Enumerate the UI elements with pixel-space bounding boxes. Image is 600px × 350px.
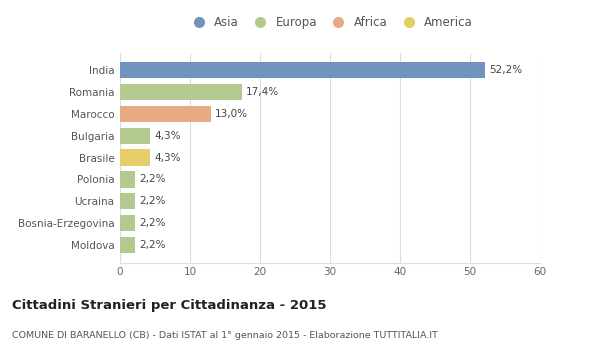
Text: 52,2%: 52,2% — [490, 65, 523, 75]
Text: 2,2%: 2,2% — [140, 218, 166, 228]
Bar — [120, 106, 211, 122]
Text: 2,2%: 2,2% — [140, 174, 166, 184]
Bar — [120, 62, 485, 78]
Bar — [120, 215, 136, 231]
Bar — [120, 171, 136, 188]
Bar — [120, 149, 150, 166]
Text: 2,2%: 2,2% — [140, 196, 166, 206]
Text: Cittadini Stranieri per Cittadinanza - 2015: Cittadini Stranieri per Cittadinanza - 2… — [12, 299, 326, 312]
Text: 13,0%: 13,0% — [215, 109, 248, 119]
Text: COMUNE DI BARANELLO (CB) - Dati ISTAT al 1° gennaio 2015 - Elaborazione TUTTITAL: COMUNE DI BARANELLO (CB) - Dati ISTAT al… — [12, 331, 438, 340]
Bar — [120, 84, 242, 100]
Bar — [120, 193, 136, 209]
Legend: Asia, Europa, Africa, America: Asia, Europa, Africa, America — [184, 12, 476, 32]
Text: 4,3%: 4,3% — [154, 131, 181, 141]
Text: 17,4%: 17,4% — [246, 87, 279, 97]
Bar — [120, 127, 150, 144]
Bar — [120, 237, 136, 253]
Text: 2,2%: 2,2% — [140, 240, 166, 250]
Text: 4,3%: 4,3% — [154, 153, 181, 162]
